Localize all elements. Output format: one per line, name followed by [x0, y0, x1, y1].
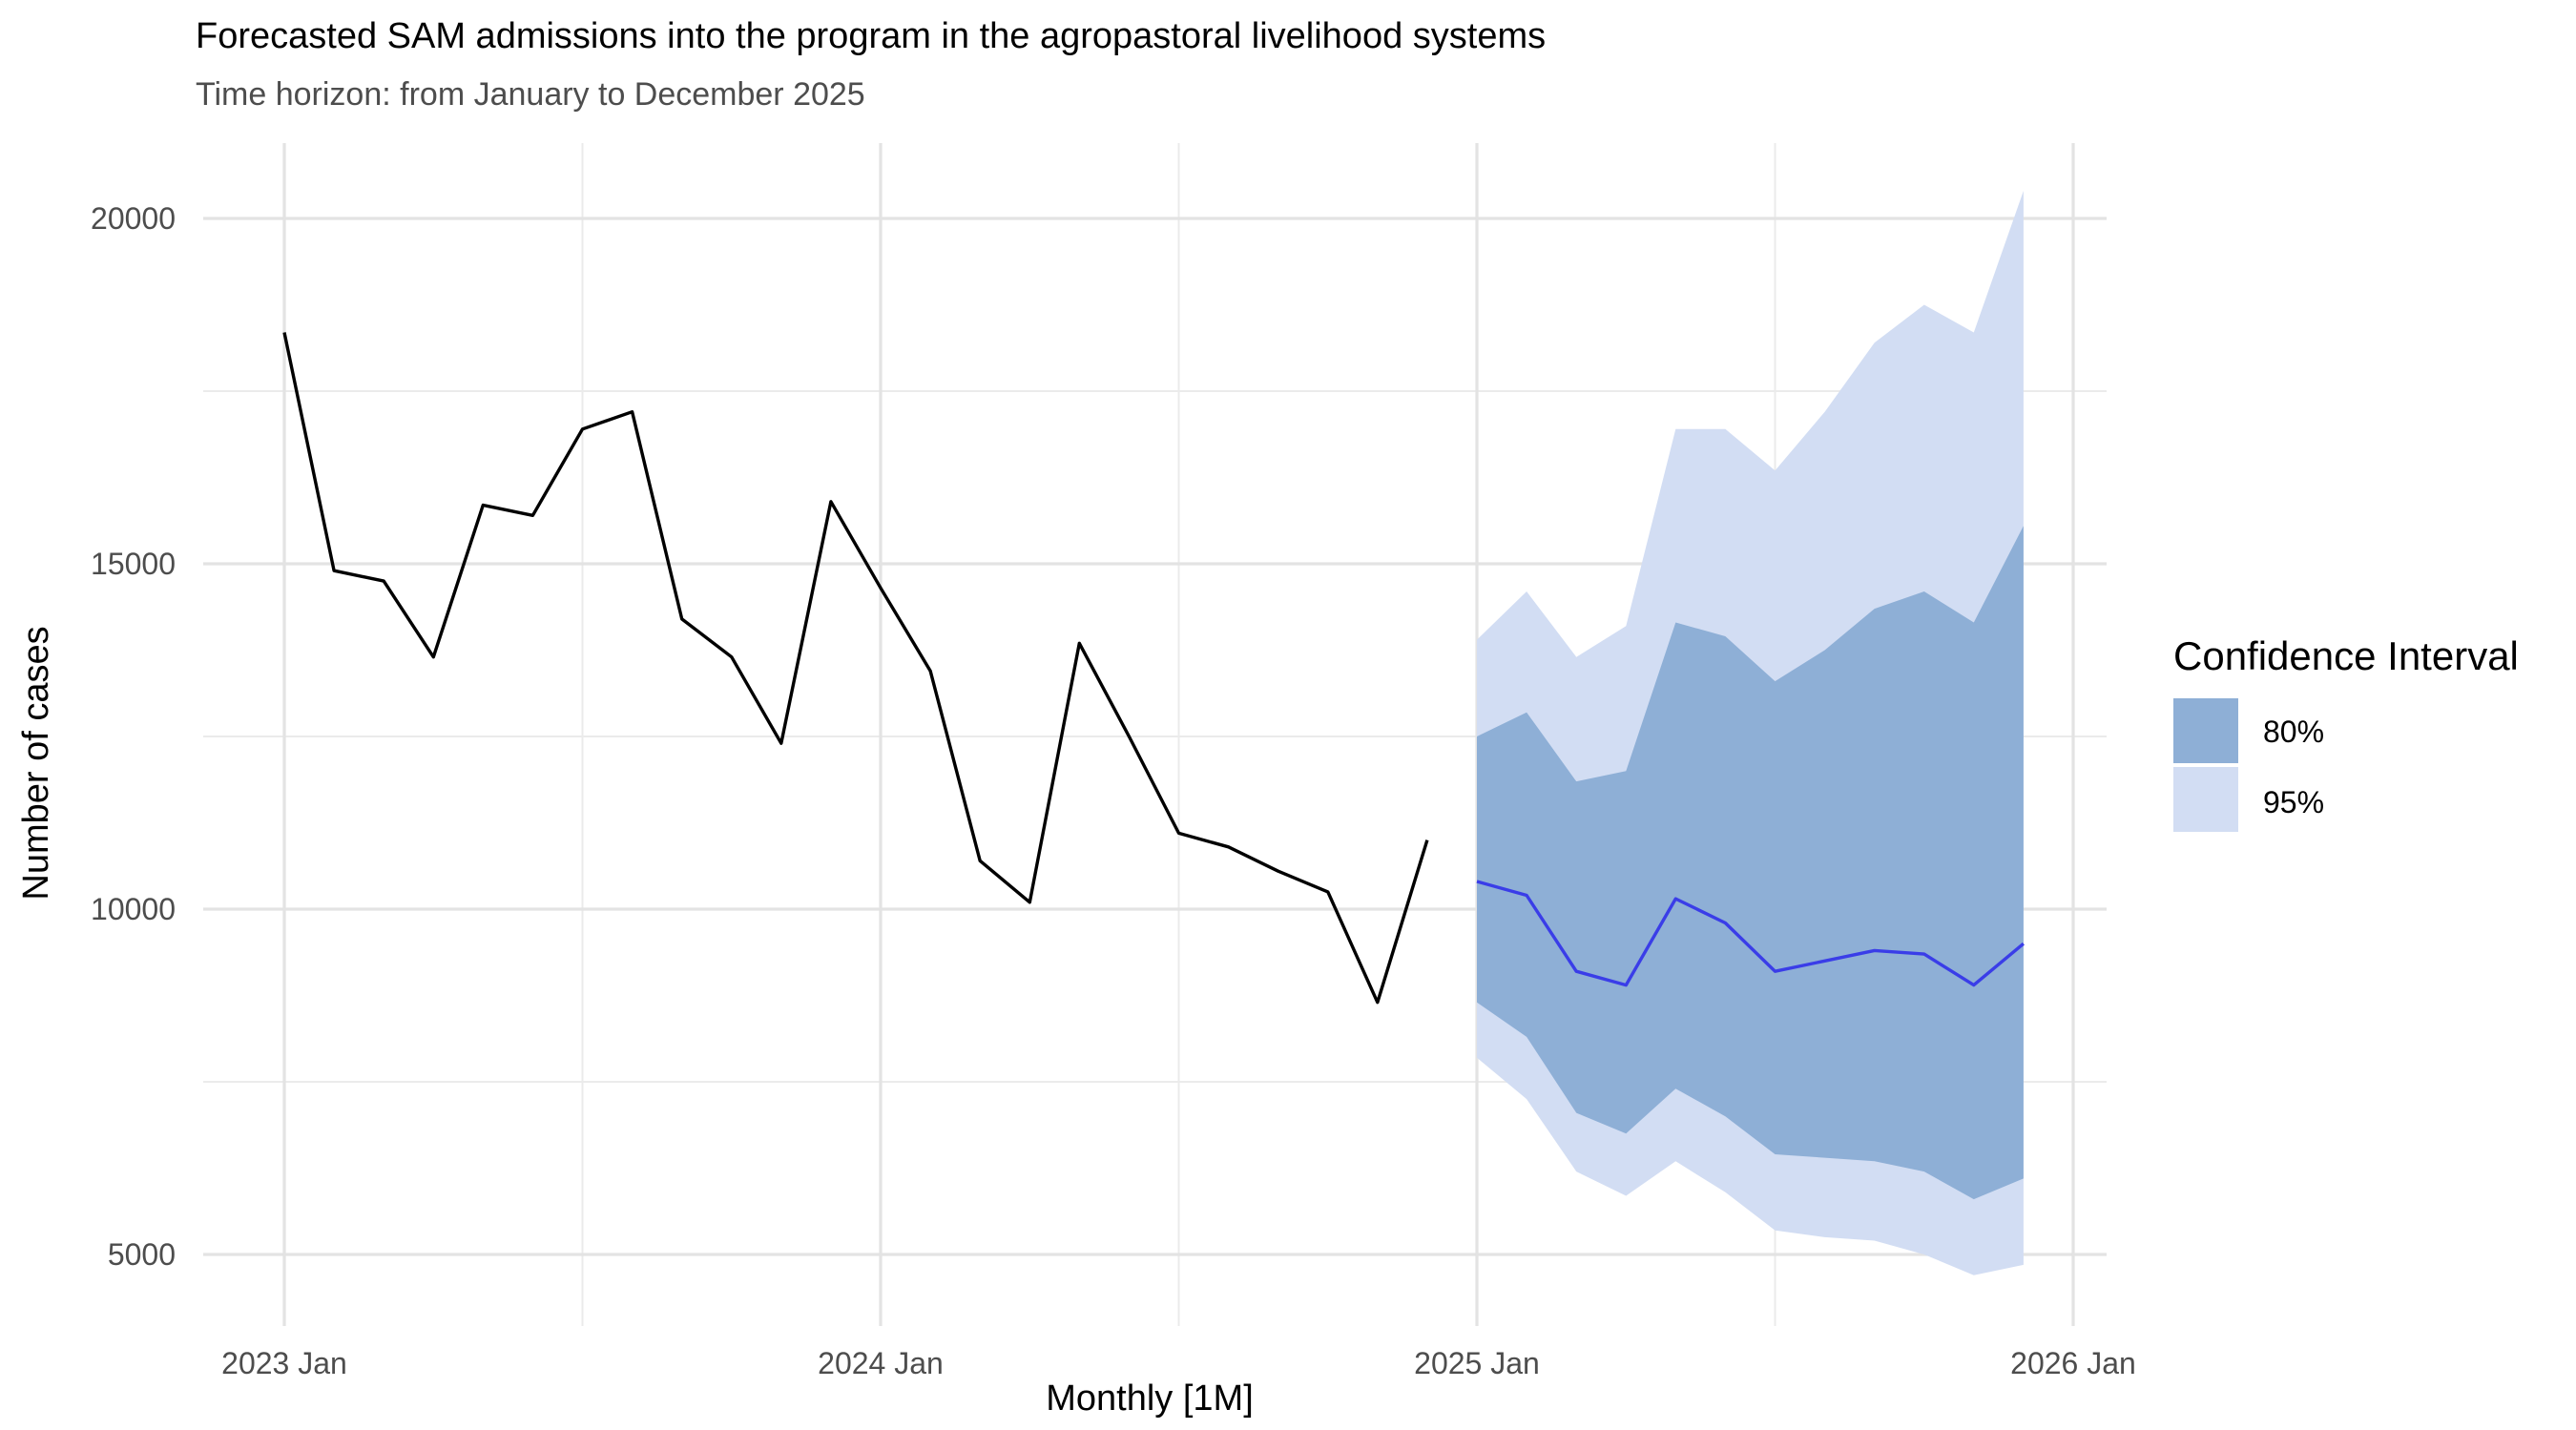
x-axis-title: Monthly [1M] — [1046, 1378, 1254, 1419]
legend-key-95 — [2173, 767, 2238, 832]
x-tick-label: 2025 Jan — [1414, 1346, 1540, 1380]
forecast-mean-line — [1476, 880, 2025, 987]
x-tick-label: 2026 Jan — [2010, 1346, 2136, 1380]
legend-label-95: 95% — [2263, 785, 2324, 819]
y-tick-label: 5000 — [108, 1237, 176, 1272]
legend-title: Confidence Interval — [2173, 633, 2519, 678]
y-axis-ticks: 5000 10000 15000 20000 — [91, 201, 176, 1272]
ci-80-band — [1477, 526, 2024, 1200]
observed-series-line — [282, 332, 1429, 1005]
chart-title: Forecasted SAM admissions into the progr… — [196, 16, 1546, 56]
legend: Confidence Interval 80% 95% — [2173, 633, 2519, 832]
y-tick-label: 20000 — [91, 201, 176, 236]
legend-key-80 — [2173, 698, 2238, 763]
x-axis-ticks: 2023 Jan 2024 Jan 2025 Jan 2026 Jan — [221, 1346, 2136, 1380]
chart-subtitle: Time horizon: from January to December 2… — [196, 76, 865, 113]
plot-area — [203, 143, 2107, 1326]
x-tick-label: 2023 Jan — [221, 1346, 347, 1380]
y-axis-title: Number of cases — [16, 626, 56, 900]
y-tick-label: 15000 — [91, 547, 176, 581]
legend-label-80: 80% — [2263, 715, 2324, 749]
y-tick-label: 10000 — [91, 892, 176, 926]
x-tick-label: 2024 Jan — [818, 1346, 944, 1380]
